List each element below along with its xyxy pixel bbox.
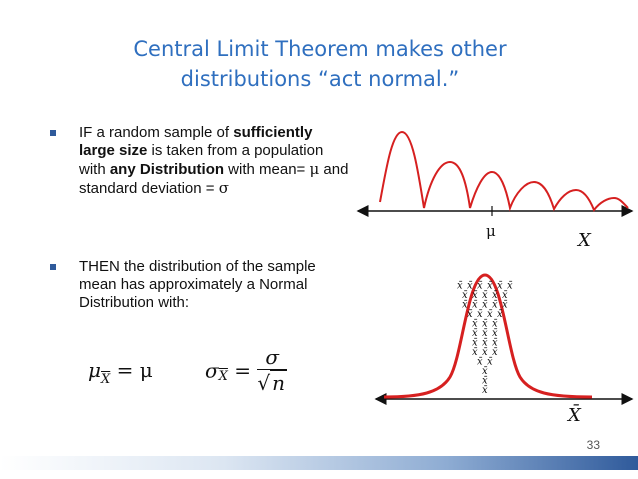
- sample-mean-symbol: x̄: [497, 281, 503, 292]
- sample-mean-symbol: x̄: [467, 281, 473, 292]
- slide-title: Central Limit Theorem makes other distri…: [60, 34, 580, 94]
- bottom-x-label: X̄: [566, 403, 582, 425]
- sampling-distribution-graph: x̄x̄x̄x̄ x̄x̄ x̄ x̄x̄ x̄ x̄x̄ x̄ x̄x̄ x̄ x̄x̄ x̄ x̄…: [374, 273, 634, 425]
- sample-mean-symbol: x̄: [477, 281, 483, 292]
- sample-mean-symbol: x̄: [502, 290, 508, 301]
- sd-formula: σX = σ √ n: [205, 345, 288, 395]
- sample-mean-symbol: x̄: [472, 300, 478, 311]
- sample-mean-symbol: x̄: [462, 300, 468, 311]
- sample-mean-symbol: x̄: [482, 347, 488, 358]
- sample-mean-symbol: x̄: [482, 385, 488, 396]
- bullet-if-text: IF a random sample of sufficiently large…: [79, 124, 349, 197]
- sample-mean-symbol: x̄: [482, 338, 488, 349]
- footer-bar: [0, 456, 638, 470]
- sample-mean-symbol: x̄: [472, 347, 478, 358]
- sample-mean-symbol: x̄: [487, 309, 493, 320]
- sample-mean-symbol: x̄: [477, 309, 483, 320]
- sample-mean-symbol: x̄: [472, 338, 478, 349]
- sample-mean-stack: x̄x̄x̄x̄ x̄x̄ x̄ x̄x̄ x̄ x̄x̄ x̄ x̄x̄ x̄ x̄x̄ x̄ x̄…: [457, 281, 513, 397]
- sample-mean-symbol: x̄: [482, 290, 488, 301]
- sample-mean-symbol: x̄: [472, 290, 478, 301]
- bullet-then-text: THEN the distribution of the sample mean…: [79, 258, 316, 311]
- sample-mean-symbol: x̄: [492, 290, 498, 301]
- sample-mean-symbol: x̄: [477, 357, 483, 368]
- bullet-if: IF a random sample of sufficiently large…: [50, 124, 350, 198]
- sample-mean-symbol: x̄: [502, 300, 508, 311]
- sample-mean-symbol: x̄: [482, 328, 488, 339]
- sample-mean-symbol: x̄: [482, 376, 488, 387]
- sample-mean-symbol: x̄: [492, 338, 498, 349]
- bullet-marker: [50, 130, 56, 136]
- sample-mean-symbol: x̄: [492, 347, 498, 358]
- sample-mean-symbol: x̄: [472, 328, 478, 339]
- sample-mean-symbol: x̄: [467, 309, 473, 320]
- top-x-label: X: [576, 230, 592, 251]
- top-distribution-curve: [379, 130, 629, 213]
- title-line-1: Central Limit Theorem makes other: [133, 37, 507, 61]
- sd-fraction: σ √ n: [257, 345, 288, 395]
- page-number: 33: [586, 438, 600, 452]
- top-mu-label: μ: [486, 222, 496, 240]
- sample-mean-symbol: x̄: [492, 300, 498, 311]
- sample-mean-symbol: x̄: [507, 281, 513, 292]
- title-line-2: distributions “act normal.”: [180, 67, 460, 91]
- sample-mean-symbol: x̄: [487, 281, 493, 292]
- mean-formula: μX = μ: [88, 358, 153, 387]
- sample-mean-symbol: x̄: [487, 357, 493, 368]
- normal-curve: [383, 273, 593, 399]
- sample-mean-symbol: x̄: [482, 366, 488, 377]
- sample-mean-symbol: x̄: [482, 319, 488, 330]
- sample-mean-symbol: x̄: [462, 290, 468, 301]
- population-distribution-graph: μ X: [356, 130, 634, 251]
- sample-mean-symbol: x̄: [492, 328, 498, 339]
- sample-mean-symbol: x̄: [492, 319, 498, 330]
- sample-mean-symbol: x̄: [497, 309, 503, 320]
- sample-mean-symbol: x̄: [482, 300, 488, 311]
- sample-mean-symbol: x̄: [457, 281, 463, 292]
- bullet-marker: [50, 264, 56, 270]
- sample-mean-symbol: x̄: [472, 319, 478, 330]
- bullet-then: THEN the distribution of the sample mean…: [50, 258, 350, 312]
